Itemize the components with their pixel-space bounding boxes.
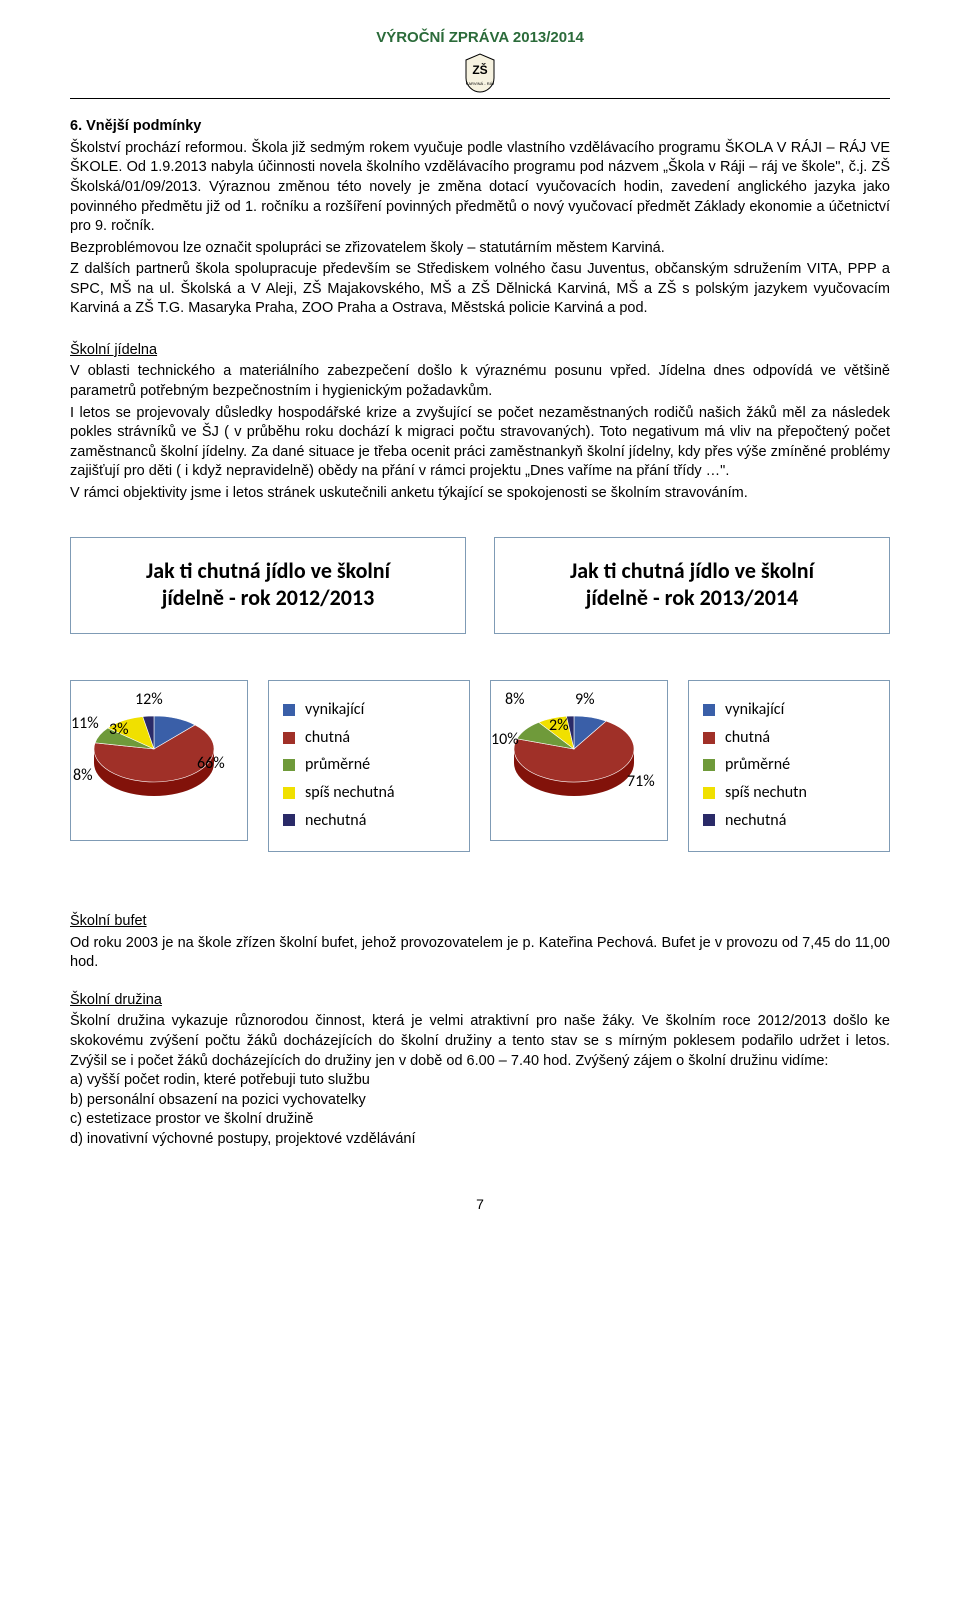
legend-swatch-icon xyxy=(283,704,295,716)
legend-swatch-icon xyxy=(703,732,715,744)
jidelna-p3: V rámci objektivity jsme i letos stránek… xyxy=(70,484,890,504)
pie-pct-label: 2% xyxy=(549,715,569,737)
legend-label: průměrné xyxy=(725,754,790,776)
jidelna-p1: V oblasti technického a materiálního zab… xyxy=(70,362,890,401)
chart-right-title-card: Jak ti chutná jídlo ve školní jídelně - … xyxy=(494,537,890,634)
legend-swatch-icon xyxy=(283,732,295,744)
section-jidelna: Školní jídelna V oblasti technického a m… xyxy=(70,341,890,504)
legend-swatch-icon xyxy=(283,759,295,771)
bufet-heading: Školní bufet xyxy=(70,912,890,932)
chart-right-title-l2: jídelně - rok 2013/2014 xyxy=(586,584,798,611)
legend-item: průměrné xyxy=(703,754,879,776)
chart-left-title-l2: jídelně - rok 2012/2013 xyxy=(162,584,374,611)
legend-item: spíš nechutná xyxy=(283,782,459,804)
section-6: 6. Vnější podmínky Školství prochází ref… xyxy=(70,117,890,319)
legend-label: průměrné xyxy=(305,754,370,776)
section-6-body-3: Z dalších partnerů škola spolupracuje př… xyxy=(70,260,890,319)
druzina-heading: Školní družina xyxy=(70,991,890,1011)
chart-titles-row: Jak ti chutná jídlo ve školní jídelně - … xyxy=(70,537,890,634)
legend-item: nechutná xyxy=(703,810,879,832)
pie-pct-label: 10% xyxy=(491,729,519,751)
legend-label: chutná xyxy=(725,727,770,749)
legend-swatch-icon xyxy=(703,814,715,826)
legend-swatch-icon xyxy=(283,787,295,799)
chart-right-legend: vynikající chutná průměrné spíš nechutn nech… xyxy=(688,680,890,852)
chart-left-pie: 12%3%11%8%66% xyxy=(79,691,239,828)
chart-right-title: Jak ti chutná jídlo ve školní jídelně - … xyxy=(513,558,871,611)
legend-item: spíš nechutn xyxy=(703,782,879,804)
legend-swatch-icon xyxy=(703,704,715,716)
chart-right-pie-box: 9% 2% 8% 10% 71% xyxy=(490,680,668,841)
svg-text:KARVINÁ - RÁJ: KARVINÁ - RÁJ xyxy=(466,81,495,86)
pie-pct-label: 8% xyxy=(505,689,525,711)
legend-label: chutná xyxy=(305,727,350,749)
druzina-item-b: b) personální obsazení na pozici vychova… xyxy=(70,1091,890,1111)
chart-left-title-card: Jak ti chutná jídlo ve školní jídelně - … xyxy=(70,537,466,634)
section-6-body-2: Bezproblémovou lze označit spolupráci se… xyxy=(70,239,890,259)
druzina-intro: Školní družina vykazuje různorodou činno… xyxy=(70,1012,890,1071)
legend-swatch-icon xyxy=(703,759,715,771)
pie-pct-label: 9% xyxy=(575,689,595,711)
legend-item: vynikající xyxy=(283,699,459,721)
chart-left-title: Jak ti chutná jídlo ve školní jídelně - … xyxy=(89,558,447,611)
section-6-body-1: Školství prochází reformou. Škola již se… xyxy=(70,139,890,237)
jidelna-p2: I letos se projevovaly důsledky hospodář… xyxy=(70,404,890,482)
chart-right-title-l1: Jak ti chutná jídlo ve školní xyxy=(570,557,814,584)
header-divider xyxy=(70,98,890,99)
report-header: VÝROČNÍ ZPRÁVA 2013/2014 ZŠ KARVINÁ - RÁ… xyxy=(70,28,890,99)
jidelna-heading: Školní jídelna xyxy=(70,341,890,361)
school-logo-icon: ZŠ KARVINÁ - RÁJ xyxy=(462,52,498,94)
section-bufet: Školní bufet Od roku 2003 je na škole zř… xyxy=(70,912,890,973)
pie-pct-label: 8% xyxy=(73,765,93,787)
druzina-item-d: d) inovativní výchovné postupy, projekto… xyxy=(70,1130,890,1150)
legend-swatch-icon xyxy=(703,787,715,799)
section-druzina: Školní družina Školní družina vykazuje r… xyxy=(70,991,890,1150)
legend-label: nechutná xyxy=(725,810,786,832)
chart-right-pie: 9%2%8%10%71% xyxy=(499,691,659,828)
report-title: VÝROČNÍ ZPRÁVA 2013/2014 xyxy=(70,28,890,48)
legend-item: nechutná xyxy=(283,810,459,832)
legend-item: vynikající xyxy=(703,699,879,721)
pie-pct-label: 12% xyxy=(135,689,163,711)
page-number: 7 xyxy=(70,1195,890,1214)
chart-left-legend: vynikající chutná průměrné spíš nechutná nec… xyxy=(268,680,470,852)
chart-bodies-row: 12% 3% 11% 8% 66% vynikající chutná průměrné sp… xyxy=(70,680,890,852)
legend-label: spíš nechutn xyxy=(725,782,807,804)
bufet-body: Od roku 2003 je na škole zřízen školní b… xyxy=(70,934,890,973)
legend-item: průměrné xyxy=(283,754,459,776)
druzina-item-a: a) vyšší počet rodin, které potřebuji tu… xyxy=(70,1071,890,1091)
chart-left-title-l1: Jak ti chutná jídlo ve školní xyxy=(146,557,390,584)
pie-pct-label: 3% xyxy=(109,719,129,741)
pie-pct-label: 66% xyxy=(197,753,225,775)
legend-swatch-icon xyxy=(283,814,295,826)
legend-item: chutná xyxy=(283,727,459,749)
legend-label: spíš nechutná xyxy=(305,782,395,804)
pie-pct-label: 11% xyxy=(71,713,99,735)
pie-pct-label: 71% xyxy=(627,771,655,793)
legend-label: vynikající xyxy=(305,699,364,721)
druzina-item-c: c) estetizace prostor ve školní družině xyxy=(70,1110,890,1130)
legend-label: nechutná xyxy=(305,810,366,832)
chart-left-pie-box: 12% 3% 11% 8% 66% xyxy=(70,680,248,841)
section-6-heading: 6. Vnější podmínky xyxy=(70,117,890,137)
svg-text:ZŠ: ZŠ xyxy=(472,62,487,77)
legend-item: chutná xyxy=(703,727,879,749)
legend-label: vynikající xyxy=(725,699,784,721)
